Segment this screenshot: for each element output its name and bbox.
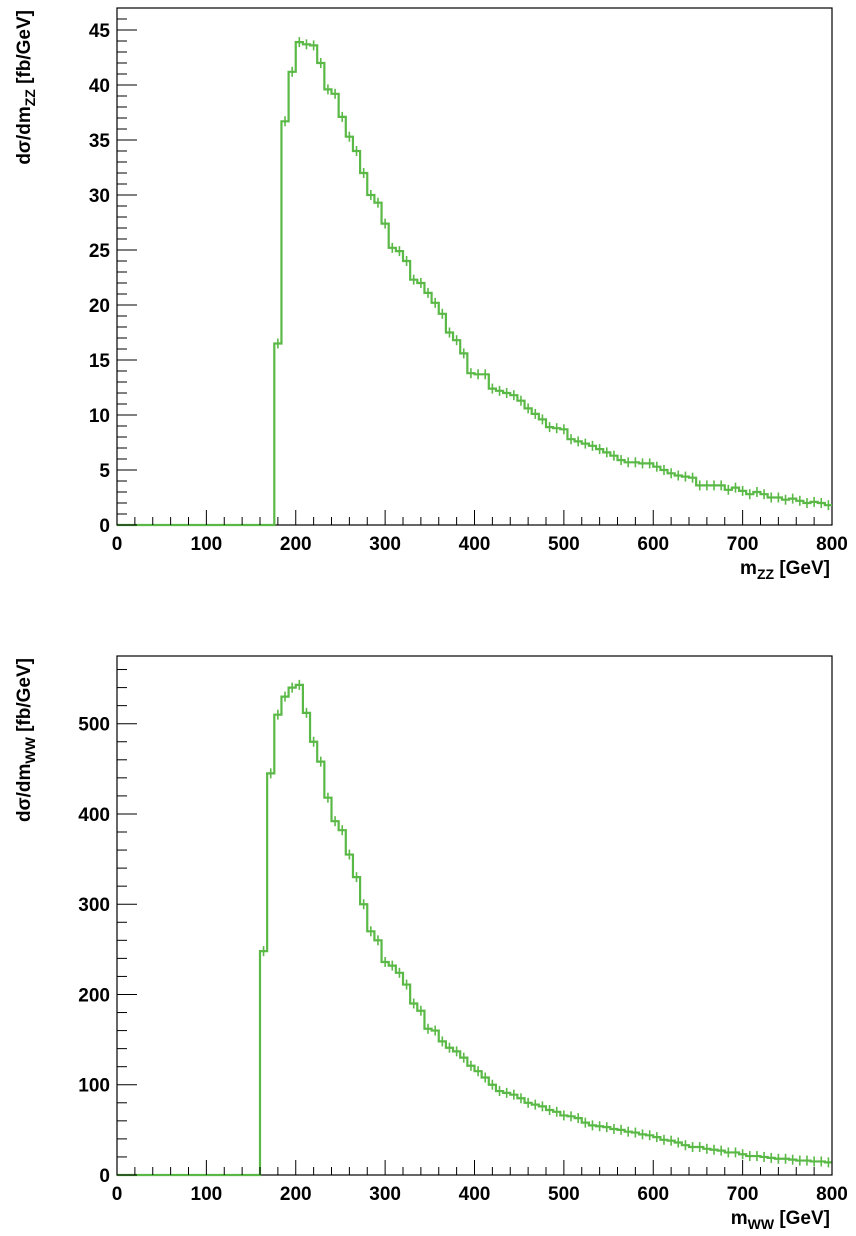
y-tick-label: 0 [99,516,110,537]
x-tick-label: 0 [112,1184,123,1205]
x-tick-label: 700 [727,534,759,555]
chart-zz: 0 5 10 15 20 25 30 35 40 45 0 100 200 300 400 500 600 700… [14,7,848,582]
y-tick-label: 45 [89,21,111,42]
y-tick-label: 500 [78,715,110,736]
chart-ww: 0 100 200 300 400 500 0 100 200 300 400 500 600 700 80… [14,655,848,1232]
x-tick-label: 800 [816,534,848,555]
y-tick-label: 25 [89,241,111,262]
y-tick-label: 20 [89,296,110,317]
x-tick-label: 0 [112,534,123,555]
y-tick-label: 100 [78,1076,110,1097]
x-tick-label: 500 [548,1184,580,1205]
x-tick-label: 200 [280,1184,312,1205]
y-axis-title: dσ/dmZZ [fb/GeV] [14,10,38,165]
y-axis-title: dσ/dmWW [fb/GeV] [14,658,38,822]
x-tick-label: 600 [637,534,669,555]
x-tick-label: 200 [280,534,312,555]
histogram-line [117,41,832,527]
y-tick-label: 300 [78,895,110,916]
x-tick-label: 300 [369,534,401,555]
y-tick-label: 10 [89,406,110,427]
x-tick-label: 300 [369,1184,401,1205]
y-tick-label: 200 [78,985,110,1006]
x-tick-label: 400 [459,534,491,555]
plot-frame [116,655,833,1176]
y-tick-label: 35 [89,131,111,152]
x-tick-label: 800 [816,1184,848,1205]
histogram-line [117,683,832,1177]
x-axis-title: mWW [GeV] [731,1208,830,1232]
x-tick-label: 100 [191,534,223,555]
y-tick-label: 5 [99,461,110,482]
y-tick-label: 40 [89,76,110,97]
y-tick-label: 0 [99,1166,110,1187]
x-tick-label: 400 [459,1184,491,1205]
chart-panel-ww: 0 100 200 300 400 500 0 100 200 300 400 500 600 700 80… [0,618,856,1236]
x-tick-label: 600 [637,1184,669,1205]
x-tick-label: 700 [727,1184,759,1205]
y-tick-label: 30 [89,186,110,207]
y-tick-label: 15 [89,351,111,372]
y-tick-label: 400 [78,805,110,826]
chart-panel-zz: 0 5 10 15 20 25 30 35 40 45 0 100 200 300 400 500 600 700… [14,7,848,582]
x-tick-label: 100 [191,1184,223,1205]
x-axis-title: mZZ [GeV] [740,558,830,582]
x-tick-label: 500 [548,534,580,555]
plot-frame [116,7,833,526]
